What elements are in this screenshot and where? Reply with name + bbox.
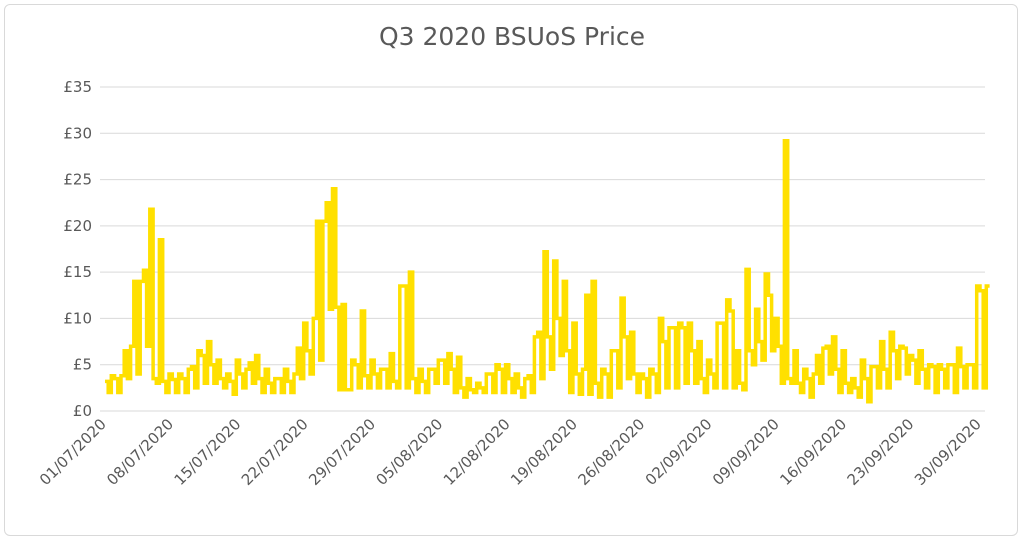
y-tick-label: £20 [63,217,92,235]
y-tick-label: £30 [63,124,92,142]
x-tick-label: 26/08/2020 [574,415,648,489]
x-tick-label: 30/09/2020 [911,415,985,489]
y-tick-label: £5 [73,356,92,374]
x-tick-label: 01/07/2020 [36,415,110,489]
x-tick-label: 02/09/2020 [642,415,716,489]
x-tick-label: 08/07/2020 [103,415,177,489]
x-tick-label: 23/09/2020 [844,415,918,489]
x-tick-label: 15/07/2020 [171,415,245,489]
y-tick-label: £25 [63,171,92,189]
x-tick-label: 29/07/2020 [305,415,379,489]
x-axis-ticks: 01/07/202008/07/202015/07/202022/07/2020… [36,415,985,489]
y-axis-ticks: £0 £5 £10 £15 £20 £25 £30 £35 [63,78,92,420]
x-tick-label: 22/07/2020 [238,415,312,489]
x-tick-label: 09/09/2020 [709,415,783,489]
series-layer [104,138,990,404]
y-tick-label: £0 [73,402,92,420]
x-tick-label: 19/08/2020 [507,415,581,489]
y-tick-label: £15 [63,263,92,281]
x-tick-label: 05/08/2020 [372,415,446,489]
x-tick-label: 16/09/2020 [776,415,850,489]
y-tick-label: £35 [63,78,92,96]
y-tick-label: £10 [63,309,92,327]
chart-frame [4,4,1018,536]
chart-title: Q3 2020 BSUoS Price [378,22,646,51]
x-tick-label: 12/08/2020 [440,415,514,489]
